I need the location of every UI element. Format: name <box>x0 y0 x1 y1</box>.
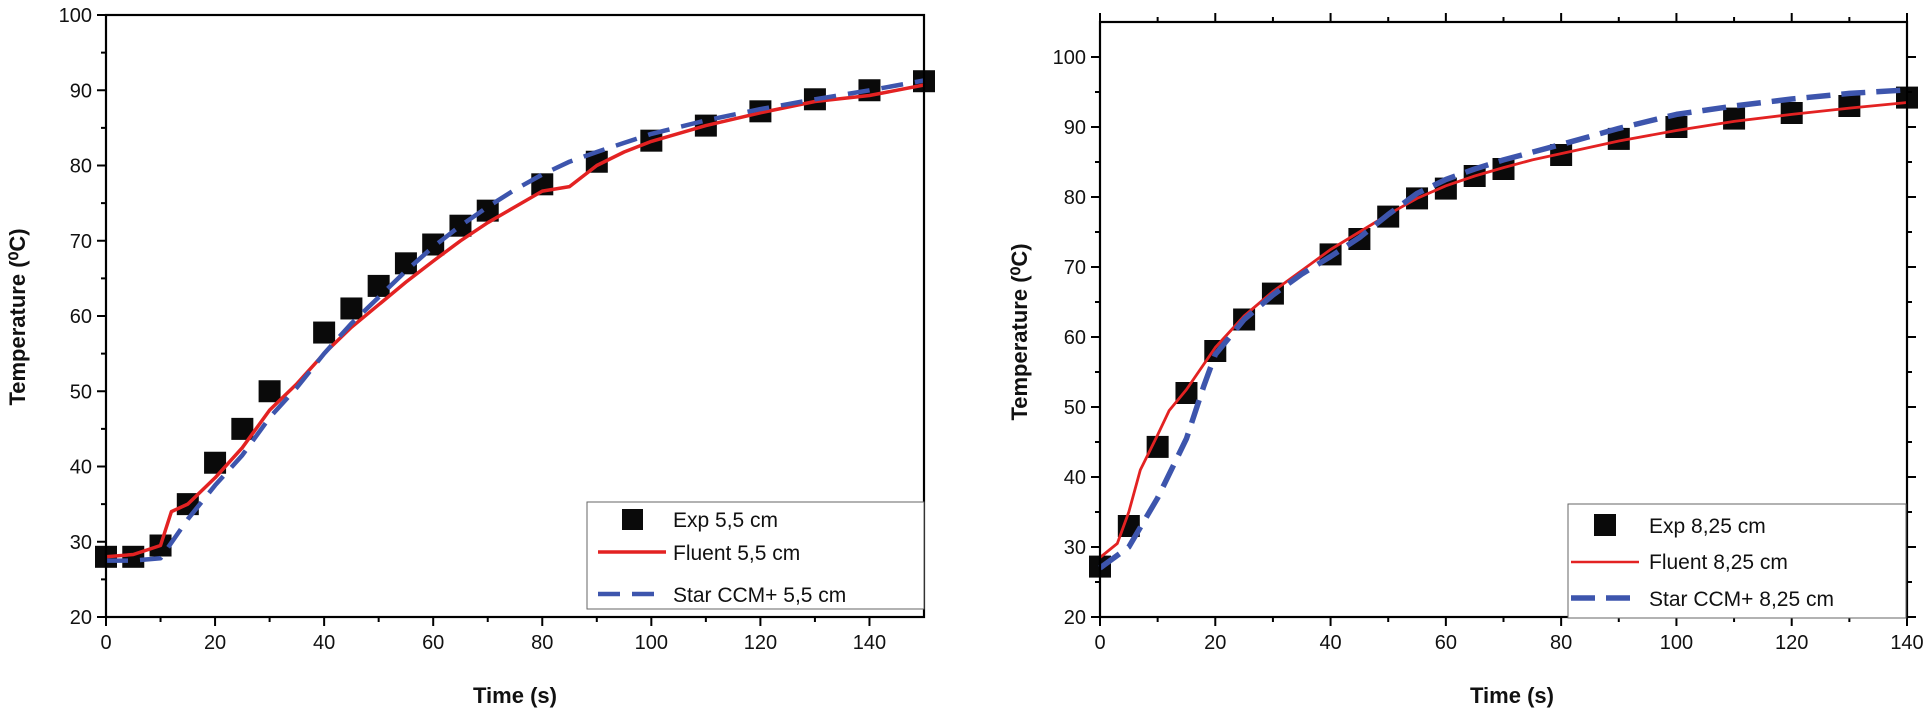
data-point-exp <box>1175 382 1198 404</box>
y-tick-label: 40 <box>1064 467 1086 489</box>
x-tick-label: 100 <box>1660 632 1693 654</box>
data-point-exp <box>1146 435 1169 458</box>
data-point-exp <box>231 417 254 440</box>
x-tick-label: 140 <box>853 632 886 654</box>
y-tick-label: 30 <box>70 532 92 554</box>
data-point-exp <box>367 274 390 297</box>
data-point-exp <box>340 297 363 320</box>
x-tick-label: 140 <box>1890 632 1923 654</box>
y-tick-label: 100 <box>59 5 92 27</box>
y-tick-label: 50 <box>70 381 92 403</box>
x-tick-label: 80 <box>1550 632 1572 654</box>
y-axis-title: Temperature (⁰C) <box>1007 243 1032 420</box>
x-axis-title: Time (s) <box>473 683 557 708</box>
legend-frame <box>586 501 925 610</box>
x-tick-label: 80 <box>531 632 553 654</box>
y-tick-label: 20 <box>1064 607 1086 629</box>
series-line-fluent <box>1099 101 1908 559</box>
x-tick-label: 120 <box>1775 632 1808 654</box>
legend-label-fluent: Fluent 8,25 cm <box>1649 551 1788 574</box>
data-point-exp <box>313 321 336 344</box>
y-tick-label: 90 <box>1064 117 1086 139</box>
y-tick-label: 60 <box>70 306 92 328</box>
y-tick-label: 60 <box>1064 327 1086 349</box>
x-tick-label: 120 <box>744 632 777 654</box>
x-tick-label: 0 <box>1094 632 1105 654</box>
y-axis-title: Temperature (⁰C) <box>5 228 30 405</box>
x-tick-label: 40 <box>1319 632 1341 654</box>
chart-right-legend: Exp 8,25 cm Fluent 8,25 cm Star CCM+ 8,2… <box>1567 503 1907 619</box>
legend-label-star: Star CCM+ 5,5 cm <box>673 584 846 607</box>
data-point-exp <box>476 199 499 222</box>
series-line-star-ccm <box>1098 87 1908 571</box>
data-point-exp <box>1723 107 1746 130</box>
chart-left: 0 20 40 60 80 100 120 140 20 30 40 50 60 70 80 90 100 Ex… <box>5 5 935 708</box>
y-tick-label: 90 <box>70 80 92 102</box>
y-tick-label: 80 <box>70 156 92 178</box>
series-line-fluent <box>105 83 925 559</box>
x-tick-label: 40 <box>313 632 335 654</box>
legend-swatch-exp <box>622 509 643 530</box>
legend-label-exp: Exp 5,5 cm <box>673 509 778 532</box>
chart-right: 0 20 40 60 80 100 120 140 20 30 40 50 60 70 80 90 100 Ex… <box>1007 13 1924 708</box>
x-tick-label: 20 <box>204 632 226 654</box>
x-tick-label: 20 <box>1204 632 1226 654</box>
data-point-exp <box>1117 515 1140 537</box>
legend-label-exp: Exp 8,25 cm <box>1649 515 1766 538</box>
x-axis-title: Time (s) <box>1470 683 1554 708</box>
x-tick-label: 100 <box>635 632 668 654</box>
y-tick-label: 20 <box>70 607 92 629</box>
chart-left-series <box>95 70 935 568</box>
y-tick-label: 100 <box>1053 47 1086 69</box>
legend-label-star: Star CCM+ 8,25 cm <box>1649 588 1834 611</box>
series-line-star-ccm <box>106 78 925 563</box>
y-tick-label: 50 <box>1064 397 1086 419</box>
x-tick-label: 60 <box>422 632 444 654</box>
y-tick-label: 40 <box>70 457 92 479</box>
data-point-exp <box>204 451 227 474</box>
legend-swatch-exp <box>1594 514 1616 536</box>
chart-right-series <box>1089 86 1918 578</box>
y-tick-label: 30 <box>1064 537 1086 559</box>
x-tick-label: 0 <box>100 632 111 654</box>
chart-left-legend: Exp 5,5 cm Fluent 5,5 cm Star CCM+ 5,5 c… <box>586 501 925 610</box>
data-point-exp <box>258 380 281 403</box>
data-point-exp <box>1838 95 1861 117</box>
x-tick-label: 60 <box>1435 632 1457 654</box>
y-tick-label: 70 <box>70 231 92 253</box>
data-point-exp <box>394 252 417 275</box>
data-point-exp <box>1607 127 1630 150</box>
data-point-exp <box>1665 116 1688 138</box>
chart-right-axes: 0 20 40 60 80 100 120 140 20 30 40 50 60 70 80 90 100 <box>1053 13 1924 654</box>
legend-label-fluent: Fluent 5,5 cm <box>673 542 800 565</box>
y-tick-label: 70 <box>1064 257 1086 279</box>
chart-left-axes: 0 20 40 60 80 100 120 140 20 30 40 50 60 70 80 90 100 <box>59 5 926 654</box>
y-tick-label: 80 <box>1064 187 1086 209</box>
